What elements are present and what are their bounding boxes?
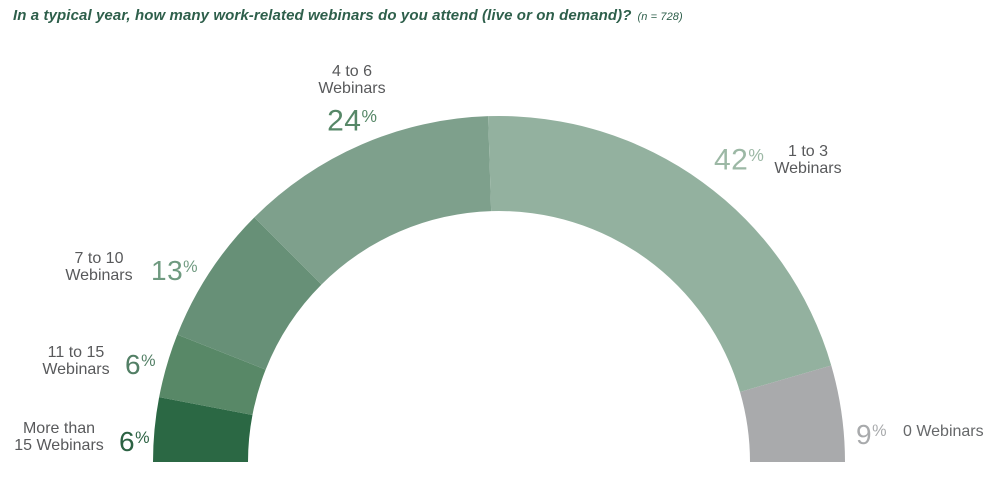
segment-7to10 — [177, 217, 322, 370]
segment-0 — [740, 365, 845, 462]
segment-1to3 — [488, 115, 832, 392]
chart-title: In a typical year, how many work-related… — [13, 7, 683, 24]
label-1to3-webinars: 1 to 3 Webinars — [774, 143, 842, 177]
label-0-webinars: 0 Webinars — [903, 423, 984, 440]
value-more-than-15-webinars: 6% — [119, 426, 150, 458]
value-7to10-webinars: 13% — [151, 255, 198, 287]
sample-size-note: (n = 728) — [637, 11, 683, 23]
label-11to15-webinars: 11 to 15 Webinars — [42, 344, 110, 378]
label-7to10-webinars: 7 to 10 Webinars — [65, 250, 133, 284]
label-4to6-webinars: 4 to 6 Webinars — [318, 63, 386, 97]
chart-title-text: In a typical year, how many work-related… — [13, 7, 632, 24]
segment-4to6 — [254, 116, 492, 285]
value-0-webinars: 9% — [856, 419, 887, 451]
segment-11to15 — [159, 334, 266, 415]
label-more-than-15-webinars: More than 15 Webinars — [14, 420, 104, 454]
segment-15plus — [153, 397, 253, 462]
value-4to6-webinars: 24% — [327, 104, 377, 138]
value-1to3-webinars: 42% — [714, 143, 764, 177]
value-11to15-webinars: 6% — [125, 349, 156, 381]
